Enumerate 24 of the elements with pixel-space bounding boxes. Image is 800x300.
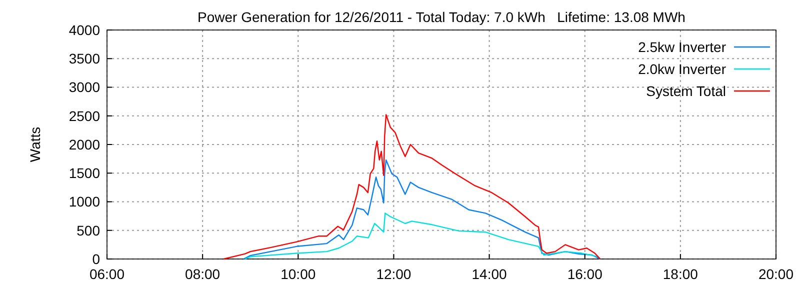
x-tick-label: 16:00 <box>567 266 603 282</box>
y-axis-title: Watts <box>27 126 43 162</box>
x-tick-label: 08:00 <box>185 266 220 282</box>
x-tick-label: 10:00 <box>280 266 316 282</box>
chart-title: Power Generation for 12/26/2011 - Total Today: 7.0 kWh Lifetime: 13.08 MWh <box>198 9 686 25</box>
y-tick-label: 3000 <box>68 79 100 96</box>
legend-label: System Total <box>646 82 726 99</box>
y-tick-label: 0 <box>92 250 100 267</box>
y-tick-label: 500 <box>76 222 100 238</box>
y-tick-label: 1000 <box>68 194 100 210</box>
x-tick-label: 06:00 <box>89 266 125 282</box>
y-tick-label: 3500 <box>68 50 100 67</box>
x-tick-label: 12:00 <box>376 266 412 282</box>
y-tick-label: 2000 <box>68 136 100 152</box>
x-tick-label: 18:00 <box>662 266 698 282</box>
x-tick-label: 20:00 <box>758 266 794 282</box>
y-tick-label: 1500 <box>68 165 100 182</box>
y-tick-label: 2500 <box>68 108 100 124</box>
line-series <box>243 159 601 260</box>
y-tick-label: 4000 <box>68 22 100 38</box>
legend-label: 2.0kw Inverter <box>638 60 726 77</box>
x-tick-label: 14:00 <box>472 266 508 282</box>
legend-label: 2.5kw Inverter <box>638 38 726 55</box>
line-series <box>222 114 601 260</box>
